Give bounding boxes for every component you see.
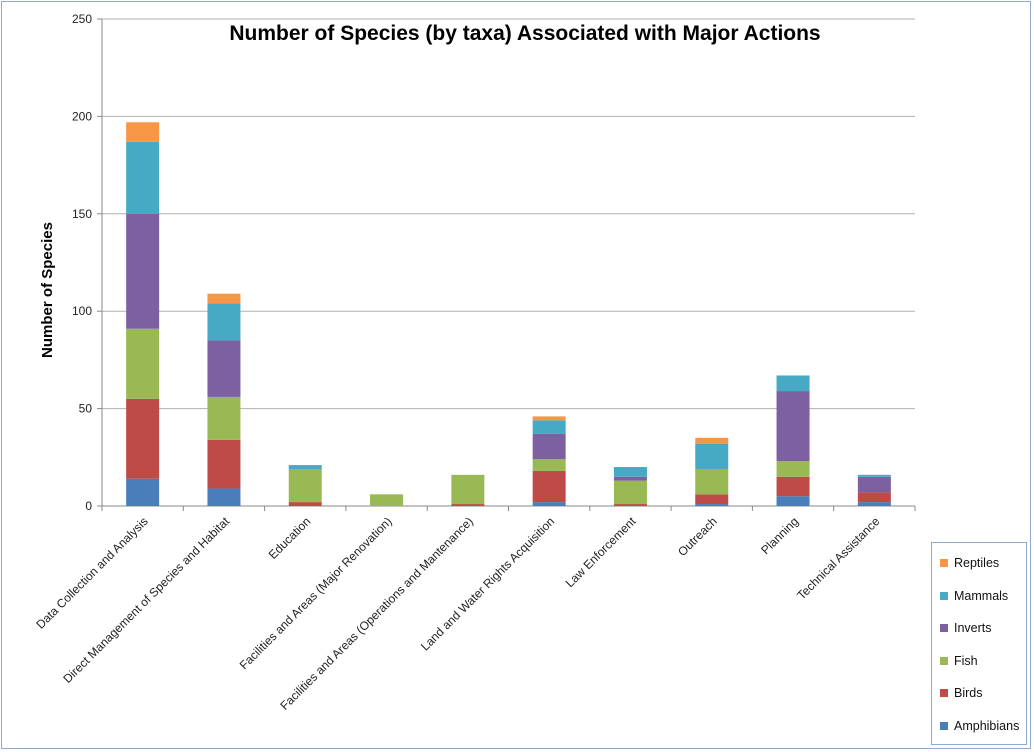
x-category-label: Facilities and Areas (Major Renovation) [237,514,395,672]
bar-segment-inverts [857,476,891,493]
bar-segment-fish [370,494,404,506]
legend-item-inverts: Inverts [940,620,992,636]
y-tick-label: 100 [72,304,92,318]
y-tick-label: 0 [85,499,92,513]
legend-label: Reptiles [954,556,1000,570]
bar-segment-birds [695,494,729,505]
bar-segment-inverts [776,391,810,462]
bar-segment-mammals [207,303,241,341]
bar-segment-inverts [126,213,160,329]
x-category-label: Land and Water Rights Acquisition [418,514,557,653]
y-tick-label: 150 [72,207,92,221]
legend-label: Amphibians [954,718,1020,733]
x-category-label: Outreach [675,514,720,559]
bar-segment-birds [126,398,160,479]
bar-segment-birds [207,439,241,489]
bar-segment-mammals [695,443,729,469]
bar-segment-mammals [126,141,160,214]
bar-segment-fish [695,468,729,495]
x-category-label: Education [266,514,314,562]
y-tick-label: 200 [72,109,92,123]
legend: Reptiles Mammals Inverts Fish Birds Amphibian… [931,542,1027,745]
bar-segment-amphibians [126,478,160,506]
bar-segment-fish [613,480,647,505]
legend-swatch [940,656,948,665]
x-category-label: Law Enforcement [563,514,639,590]
legend-item-mammals: Mammals [940,588,1008,604]
bar-segment-fish [776,461,810,477]
bar-segment-mammals [532,420,566,434]
x-category-label: Technical Assistance [794,514,882,602]
bar-segment-birds [613,504,647,506]
bar-segment-mammals [288,465,322,469]
bar-segment-reptiles [207,293,241,304]
x-category-label: Planning [758,514,801,557]
legend-swatch [940,624,948,632]
x-category-label: Facilities and Areas (Operations and Man… [277,514,476,713]
legend-item-fish: Fish [940,653,978,669]
y-tick-label: 250 [72,12,92,26]
bar-segment-reptiles [695,437,729,444]
bar-segment-reptiles [532,416,566,421]
bar-segment-amphibians [532,502,566,506]
chart-title: Number of Species (by taxa) Associated w… [229,22,820,45]
x-category-label: Direct Management of Species and Habitat [60,514,232,686]
legend-label: Mammals [954,588,1009,603]
legend-label: Fish [954,653,978,668]
bar-segment-birds [532,470,566,503]
bar-segment-fish [288,468,322,503]
bar-segment-amphibians [857,502,891,506]
bar-segment-amphibians [207,488,241,506]
legend-item-birds: Birds [940,685,982,701]
bar-segment-amphibians [695,504,729,506]
bar-segment-fish [451,474,485,505]
bar-segment-mammals [613,467,647,477]
bar-segment-mammals [776,375,810,392]
bar-segment-amphibians [776,496,810,506]
bar-segment-inverts [207,340,241,397]
bar-segment-inverts [613,476,647,481]
y-tick-label: 50 [79,402,93,416]
legend-swatch [940,559,948,567]
bar-segment-fish [126,328,160,399]
legend-item-reptiles: Reptiles [940,555,999,571]
bar-segment-reptiles [126,122,160,142]
legend-item-amphibians: Amphibians [940,718,1019,734]
bar-segment-fish [532,459,566,471]
legend-label: Inverts [954,621,992,635]
bar-segment-birds [776,476,810,497]
bar-segment-mammals [857,474,891,477]
bar-segment-birds [451,504,485,506]
legend-swatch [940,689,948,697]
bar-segment-birds [857,492,891,503]
bar-segment-fish [207,396,241,440]
bar-segment-inverts [532,433,566,460]
legend-swatch [940,721,948,730]
bar-segment-birds [288,502,322,506]
legend-label: Birds [954,686,983,700]
legend-swatch [940,591,948,600]
y-axis-label: Number of Species [39,222,56,358]
